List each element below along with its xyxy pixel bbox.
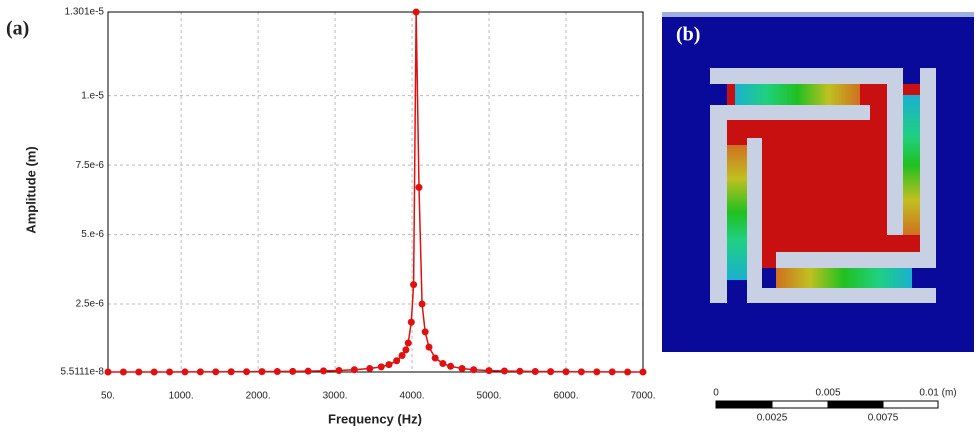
data-point [425,343,433,351]
data-point [166,368,174,376]
data-point [404,339,412,347]
y-tick-label: 7.5e-6 [76,160,105,171]
data-point [577,368,585,376]
beam-strain [727,145,747,280]
x-tick-label: 7000. [630,391,655,402]
scale-label: 0.0025 [757,413,788,424]
plot-area [108,12,643,372]
y-tick-label: 2.5e-6 [76,299,105,310]
data-point [470,366,478,374]
data-point [350,366,358,374]
x-axis-title: Frequency (Hz) [328,411,422,426]
x-tick-label: 6000. [554,391,579,402]
data-point [227,368,235,376]
scale-label: 0.0075 [868,413,899,424]
data-point [135,368,143,376]
data-point [273,368,281,376]
beam-strain [776,268,912,288]
data-point [243,368,251,376]
frame [710,68,936,303]
scale-label: 0.005 [815,388,840,399]
scale-bar [715,400,939,409]
data-point [402,346,410,354]
data-point [377,363,385,371]
data-point [485,367,493,375]
panel-a: (a) Frequency (Hz) Amplitude (m) 5.5111e… [6,7,656,427]
data-point [608,368,616,376]
data-point [385,361,393,369]
y-tick-label: 5.5111e-8 [60,367,104,378]
panel-label: (b) [676,24,700,46]
data-point [410,281,418,289]
x-tick-label: 3000. [323,391,348,402]
scale-label: 0.01 (m) [919,388,956,399]
beam-strain [903,95,920,235]
y-tick-label: 5.e-6 [81,229,104,240]
data-point [447,362,455,370]
data-point [196,368,204,376]
data-point [304,367,312,375]
data-point [531,368,539,376]
y-tick-label: 1.e-5 [81,90,104,101]
data-point [516,367,524,375]
data-point [398,351,406,359]
panel-label: (a) [6,18,29,40]
data-point [366,365,374,373]
x-tick-label: 1000. [169,391,194,402]
data-point [258,368,266,376]
x-tick-label: 50. [101,391,115,402]
data-point [415,183,423,191]
data-point [320,367,328,375]
data-point [562,368,570,376]
data-point [119,368,127,376]
panel-b: (b) 0 0.005 0.01 (m) 0.0025 0.0075 [662,12,974,424]
data-point [421,328,429,336]
plot-frame [107,11,644,373]
data-point [547,368,555,376]
y-axis-title: Amplitude (m) [23,146,38,233]
data-point [212,368,220,376]
data-point [593,368,601,376]
x-tick-label: 2000. [246,391,271,402]
scale-label: 0 [713,388,719,399]
y-tick-label: 1.301e-5 [65,7,105,18]
data-point [439,360,447,368]
x-tick-label: 5000. [477,391,502,402]
data-point [407,318,415,326]
beam-strain [735,84,860,105]
data-point [418,300,426,308]
data-point [289,367,297,375]
data-point [150,368,158,376]
data-point [431,354,439,362]
x-tick-label: 4000. [400,391,425,402]
data-point [335,366,343,374]
data-point [181,368,189,376]
data-point [412,8,420,16]
data-point [104,368,112,376]
data-point [500,367,508,375]
data-point [458,365,466,373]
data-point [624,368,632,376]
data-point [393,357,401,365]
data-point [639,368,647,376]
top-bar [662,12,974,17]
